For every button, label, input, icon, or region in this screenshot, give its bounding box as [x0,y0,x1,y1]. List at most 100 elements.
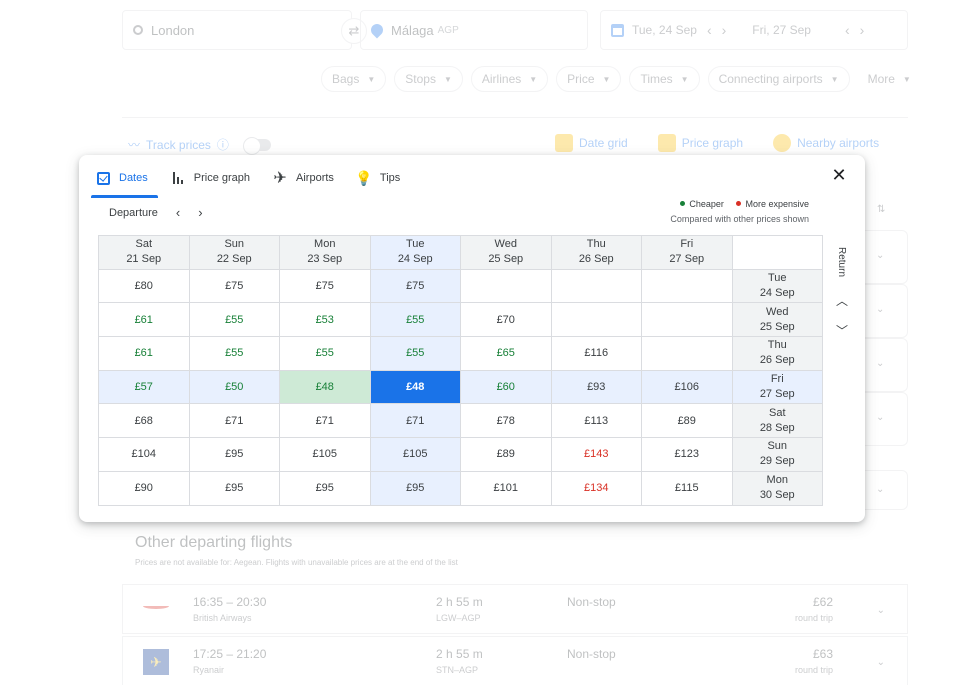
departure-prev-icon[interactable]: ‹ [175,205,181,220]
list-item[interactable] [860,392,908,446]
filter-times[interactable]: Times ▼ [629,66,700,92]
price-cell[interactable]: £61 [98,336,190,371]
row-day: Sun [767,440,788,453]
price-cell[interactable]: £104 [98,437,190,472]
price-cell[interactable]: £89 [460,437,552,472]
depart-next-icon[interactable]: › [721,22,727,38]
price-cell[interactable]: £143 [550,437,642,472]
price-cell[interactable]: £71 [369,403,461,439]
price-cell[interactable]: £53 [279,302,371,338]
price-cell[interactable]: £93 [550,369,642,405]
price-legend: Cheaper More expensive Compared with oth… [670,199,809,224]
price-cell[interactable]: £101 [460,470,552,506]
tab-price-graph[interactable]: Price graph [166,163,260,193]
return-next-icon[interactable]: › [859,22,865,38]
price-cell[interactable]: £71 [279,403,371,439]
swap-button[interactable]: ⇄ [341,18,367,44]
filter-connecting-airports[interactable]: Connecting airports ▼ [707,66,850,92]
price-cell[interactable]: £115 [641,470,733,506]
price-cell[interactable]: £134 [550,470,642,506]
chevron-down-icon[interactable]: ⌄ [876,358,885,369]
price-cell[interactable]: £105 [369,437,461,472]
row-date: 24 Sep [759,287,795,300]
price-cell[interactable]: £55 [188,302,280,338]
price-graph-button[interactable]: Price graph [657,134,743,152]
close-button[interactable]: ✕ [827,163,851,187]
departure-next-icon[interactable]: › [198,205,203,220]
filter-price[interactable]: Price ▼ [556,66,622,92]
header-day: Mon [314,238,336,251]
price-cell[interactable]: £75 [279,268,371,304]
price-cell[interactable]: £60 [460,369,552,405]
price-cell[interactable]: £75 [188,268,280,304]
chevron-down-icon[interactable]: ⌄ [876,250,885,261]
price-cell[interactable]: £95 [188,470,280,506]
tool-buttons: Date grid Price graph Nearby airports [555,134,879,152]
calendar-icon [611,23,624,37]
price-cell[interactable]: £48 [279,369,371,405]
price-cell[interactable]: £48 [369,369,461,405]
price-cell[interactable]: £65 [460,336,552,371]
price-cell[interactable]: £116 [550,336,642,371]
chevron-down-icon[interactable]: ⌄ [876,605,885,616]
filter-stops[interactable]: Stops ▼ [394,66,463,92]
track-prices-toggle[interactable] [242,136,271,155]
filter-airlines[interactable]: Airlines ▼ [470,66,549,92]
origin-field[interactable]: London [122,10,352,50]
sort-icon[interactable]: ⇅ [877,204,886,215]
return-down-icon[interactable]: ﹀ [836,324,849,338]
price-cell[interactable]: £70 [460,302,552,338]
list-item[interactable] [860,230,908,284]
destination-field[interactable]: Málaga AGP [360,10,588,50]
track-prices[interactable]: 〰 Track prices ⓘ [128,136,271,155]
price-cell[interactable]: £55 [369,336,461,371]
price-cell[interactable]: £105 [279,437,371,472]
departure-date-header: Thu 26 Sep [550,235,642,270]
price-cell[interactable]: £113 [550,403,642,439]
list-item[interactable] [860,284,908,338]
price-cell[interactable]: £95 [369,470,461,506]
price-cell[interactable]: £71 [188,403,280,439]
price-cell[interactable]: £75 [369,268,461,304]
price-cell[interactable]: £95 [279,470,371,506]
chevron-down-icon[interactable]: ⌄ [876,484,885,495]
list-item[interactable] [860,338,908,392]
header-day: Wed [494,238,517,251]
depart-prev-icon[interactable]: ‹ [706,22,712,38]
price-cell[interactable]: £55 [188,336,280,371]
date-field[interactable]: Tue, 24 Sep ‹ › Fri, 27 Sep ‹ › [600,10,908,50]
table-row: £57 £50 £48 £48 £60 £93 £106 Fri 27 Sep [98,369,823,405]
tab-airports[interactable]: ✈ Airports [268,163,344,193]
close-icon: ✕ [831,164,847,185]
price-cell[interactable]: £80 [98,268,190,304]
list-item[interactable] [860,470,908,510]
price-cell[interactable]: £123 [641,437,733,472]
filter-more[interactable]: More ▼ [867,72,911,86]
price-cell[interactable]: £89 [641,403,733,439]
tab-dates[interactable]: Dates [91,163,158,198]
price-cell[interactable]: £55 [279,336,371,371]
chevron-down-icon[interactable]: ⌄ [876,304,885,315]
price-cell[interactable]: £78 [460,403,552,439]
chevron-down-icon: ▼ [680,74,689,84]
flight-row[interactable]: 16:35 – 20:30 British Airways 2 h 55 m L… [122,584,908,634]
chevron-down-icon[interactable]: ⌄ [876,657,885,668]
return-label: Return [836,247,847,278]
price-cell[interactable]: £50 [188,369,280,405]
price-cell[interactable]: £61 [98,302,190,338]
price-cell[interactable]: £55 [369,302,461,338]
flight-row[interactable]: ✈ 17:25 – 21:20 Ryanair 2 h 55 m STN–AGP… [122,636,908,685]
filter-bags[interactable]: Bags ▼ [321,66,387,92]
price-cell[interactable]: £106 [641,369,733,405]
price-cell[interactable]: £90 [98,470,190,506]
return-prev-icon[interactable]: ‹ [844,22,850,38]
price-cell[interactable]: £57 [98,369,190,405]
date-grid-button[interactable]: Date grid [555,134,628,152]
price-cell[interactable]: £68 [98,403,190,439]
price-cell[interactable]: £95 [188,437,280,472]
chevron-down-icon[interactable]: ⌄ [876,412,885,423]
nearby-airports-button[interactable]: Nearby airports [773,134,879,152]
tab-tips[interactable]: 💡 Tips [352,163,410,193]
return-up-icon[interactable]: ︿ [836,294,849,308]
airplane-icon: ✈ [273,170,287,187]
